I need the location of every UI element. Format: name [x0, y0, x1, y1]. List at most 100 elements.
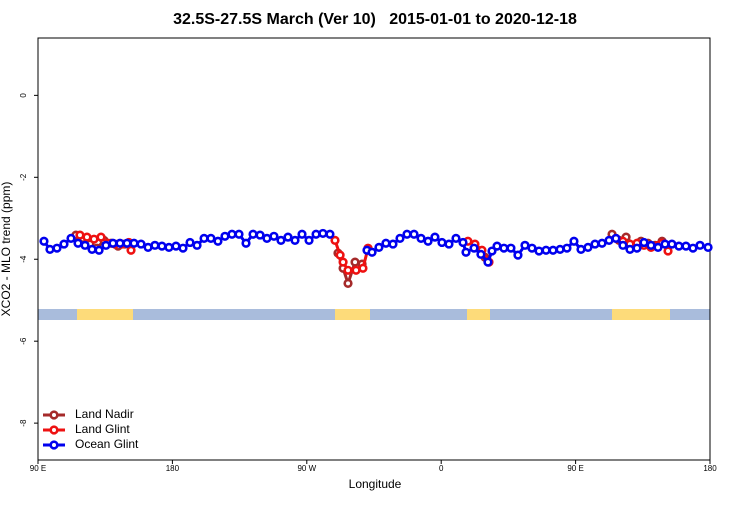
land-band	[335, 309, 370, 320]
data-point	[562, 243, 572, 253]
y-tick-label: -8	[19, 419, 28, 427]
data-point	[520, 240, 530, 250]
data-point	[513, 250, 523, 260]
x-tick-label: 90 W	[297, 464, 316, 473]
data-point	[171, 241, 181, 251]
x-tick-label: 0	[439, 464, 444, 473]
data-point	[350, 257, 360, 267]
ocean-band	[38, 309, 710, 320]
data-point	[646, 240, 656, 250]
x-tick-label: 180	[166, 464, 180, 473]
legend-marker	[49, 425, 59, 435]
legend-marker	[49, 410, 59, 420]
data-point	[290, 235, 300, 245]
y-tick-label: -2	[19, 173, 28, 181]
data-point	[343, 278, 353, 289]
data-point	[395, 233, 405, 243]
data-point	[94, 245, 104, 255]
data-point	[45, 244, 55, 255]
data-point	[269, 231, 279, 241]
land-band	[77, 309, 133, 320]
data-point	[330, 235, 340, 245]
data-point	[213, 236, 223, 246]
data-point	[430, 232, 440, 242]
data-point	[248, 229, 258, 239]
data-point	[227, 229, 237, 239]
data-point	[402, 229, 412, 239]
data-point	[192, 240, 202, 250]
data-point	[59, 239, 69, 249]
data-point	[234, 229, 244, 239]
legend-marker	[49, 440, 59, 450]
y-tick-label: -4	[19, 255, 28, 263]
data-point	[618, 240, 628, 250]
data-point	[458, 237, 468, 248]
chart-title: 32.5S-27.5S March (Ver 10) 2015-01-01 to…	[173, 11, 577, 28]
data-point	[583, 242, 593, 252]
data-point	[483, 257, 493, 267]
data-point	[311, 229, 321, 239]
y-tick-label: -6	[19, 337, 28, 345]
data-point	[451, 233, 461, 243]
data-point	[548, 245, 558, 255]
data-point	[358, 263, 368, 273]
data-point	[39, 236, 49, 246]
legend-label: Land Nadir	[75, 407, 134, 421]
data-point	[255, 230, 265, 240]
data-point	[73, 238, 83, 248]
data-point	[157, 241, 167, 251]
data-point	[444, 239, 454, 249]
land-band	[612, 309, 670, 320]
data-point	[576, 244, 586, 255]
legend-label: Ocean Glint	[75, 437, 139, 451]
data-point	[681, 241, 691, 251]
x-tick-label: 180	[703, 464, 717, 473]
data-point	[388, 239, 398, 249]
data-point	[150, 240, 160, 250]
data-point	[409, 229, 419, 239]
data-point	[185, 237, 195, 248]
data-point	[297, 229, 307, 239]
x-tick-label: 90 E	[567, 464, 583, 473]
data-point	[87, 244, 97, 255]
data-point	[367, 247, 377, 257]
data-point	[304, 235, 314, 245]
land-band	[467, 309, 490, 320]
data-point	[343, 265, 353, 275]
data-point	[632, 243, 642, 253]
data-point	[590, 239, 600, 249]
data-point	[541, 245, 551, 255]
data-point	[75, 230, 85, 240]
data-point	[639, 237, 649, 248]
data-point	[374, 242, 384, 252]
data-point	[703, 242, 713, 252]
x-axis-label: Longitude	[349, 477, 402, 491]
data-point	[276, 235, 286, 245]
data-point	[136, 239, 146, 249]
data-point	[695, 240, 705, 250]
data-point	[569, 236, 579, 246]
data-point	[325, 229, 335, 239]
data-point	[178, 243, 188, 253]
data-point	[89, 234, 99, 244]
data-point	[611, 233, 621, 243]
data-point	[423, 236, 433, 246]
data-point	[52, 243, 62, 253]
data-point	[469, 243, 479, 253]
data-point	[206, 233, 216, 243]
data-point	[461, 247, 471, 257]
data-point	[527, 243, 537, 253]
data-point	[122, 238, 132, 248]
data-point	[653, 242, 663, 252]
data-point	[338, 257, 348, 267]
data-point	[108, 238, 118, 248]
data-point	[80, 240, 90, 250]
data-point	[82, 232, 92, 242]
data-point	[476, 249, 486, 259]
data-point	[220, 231, 230, 241]
data-point	[66, 233, 76, 243]
data-point	[674, 241, 684, 251]
data-point	[688, 243, 698, 253]
